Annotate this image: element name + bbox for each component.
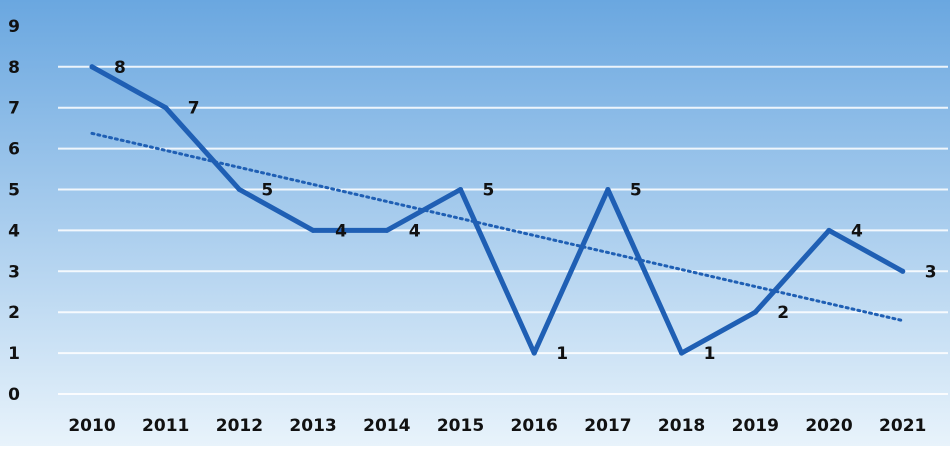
y-tick-label: 8 [8,58,20,78]
data-point [89,64,95,70]
y-axis: 0 1 2 3 4 5 6 7 8 9 [8,17,20,405]
data-label: 5 [261,181,273,201]
y-tick-label: 3 [8,262,20,282]
x-tick-label: 2019 [732,416,779,436]
x-axis: 2010 2011 2012 2013 2014 2015 2016 2017 2018 2019… [68,416,926,436]
data-point [163,105,169,111]
y-tick-label: 9 [8,17,20,37]
data-label: 5 [483,181,495,201]
x-tick-label: 2018 [658,416,705,436]
x-tick-label: 2021 [879,416,926,436]
data-label: 4 [409,221,421,241]
data-point [826,227,832,233]
data-label: 7 [188,99,200,119]
data-label: 8 [114,58,126,78]
y-tick-label: 1 [8,344,20,364]
data-point [384,227,390,233]
trendline [90,131,905,323]
data-label: 4 [851,221,863,241]
data-point [458,187,463,192]
x-tick-label: 2015 [437,416,484,436]
data-point [752,309,758,315]
x-tick-label: 2011 [142,416,189,436]
y-tick-label: 4 [8,221,20,241]
y-tick-label: 6 [8,140,20,160]
data-label: 1 [704,344,716,364]
trendline-layer [90,131,905,323]
x-tick-label: 2020 [805,416,852,436]
y-tick-label: 7 [8,99,20,119]
x-tick-label: 2017 [584,416,631,436]
data-label: 5 [630,181,642,201]
data-point [679,350,685,356]
data-point [531,350,537,356]
x-tick-label: 2014 [363,416,410,436]
data-label: 1 [556,344,568,364]
data-label: 3 [925,262,937,282]
x-tick-label: 2012 [216,416,263,436]
y-tick-label: 0 [8,385,20,405]
gridlines [58,65,948,395]
data-label: 2 [777,303,789,323]
data-point [310,227,316,233]
data-point [605,187,611,192]
y-tick-label: 5 [8,181,20,201]
x-tick-label: 2010 [68,416,115,436]
data-point [236,187,242,192]
data-label: 4 [335,221,347,241]
series-line [89,64,906,356]
data-point [900,268,906,274]
x-tick-label: 2016 [511,416,558,436]
x-tick-label: 2013 [289,416,336,436]
series-layer [89,64,906,356]
data-labels: 8 7 5 4 4 5 1 5 1 2 4 3 [114,58,937,364]
y-tick-label: 2 [8,303,20,323]
